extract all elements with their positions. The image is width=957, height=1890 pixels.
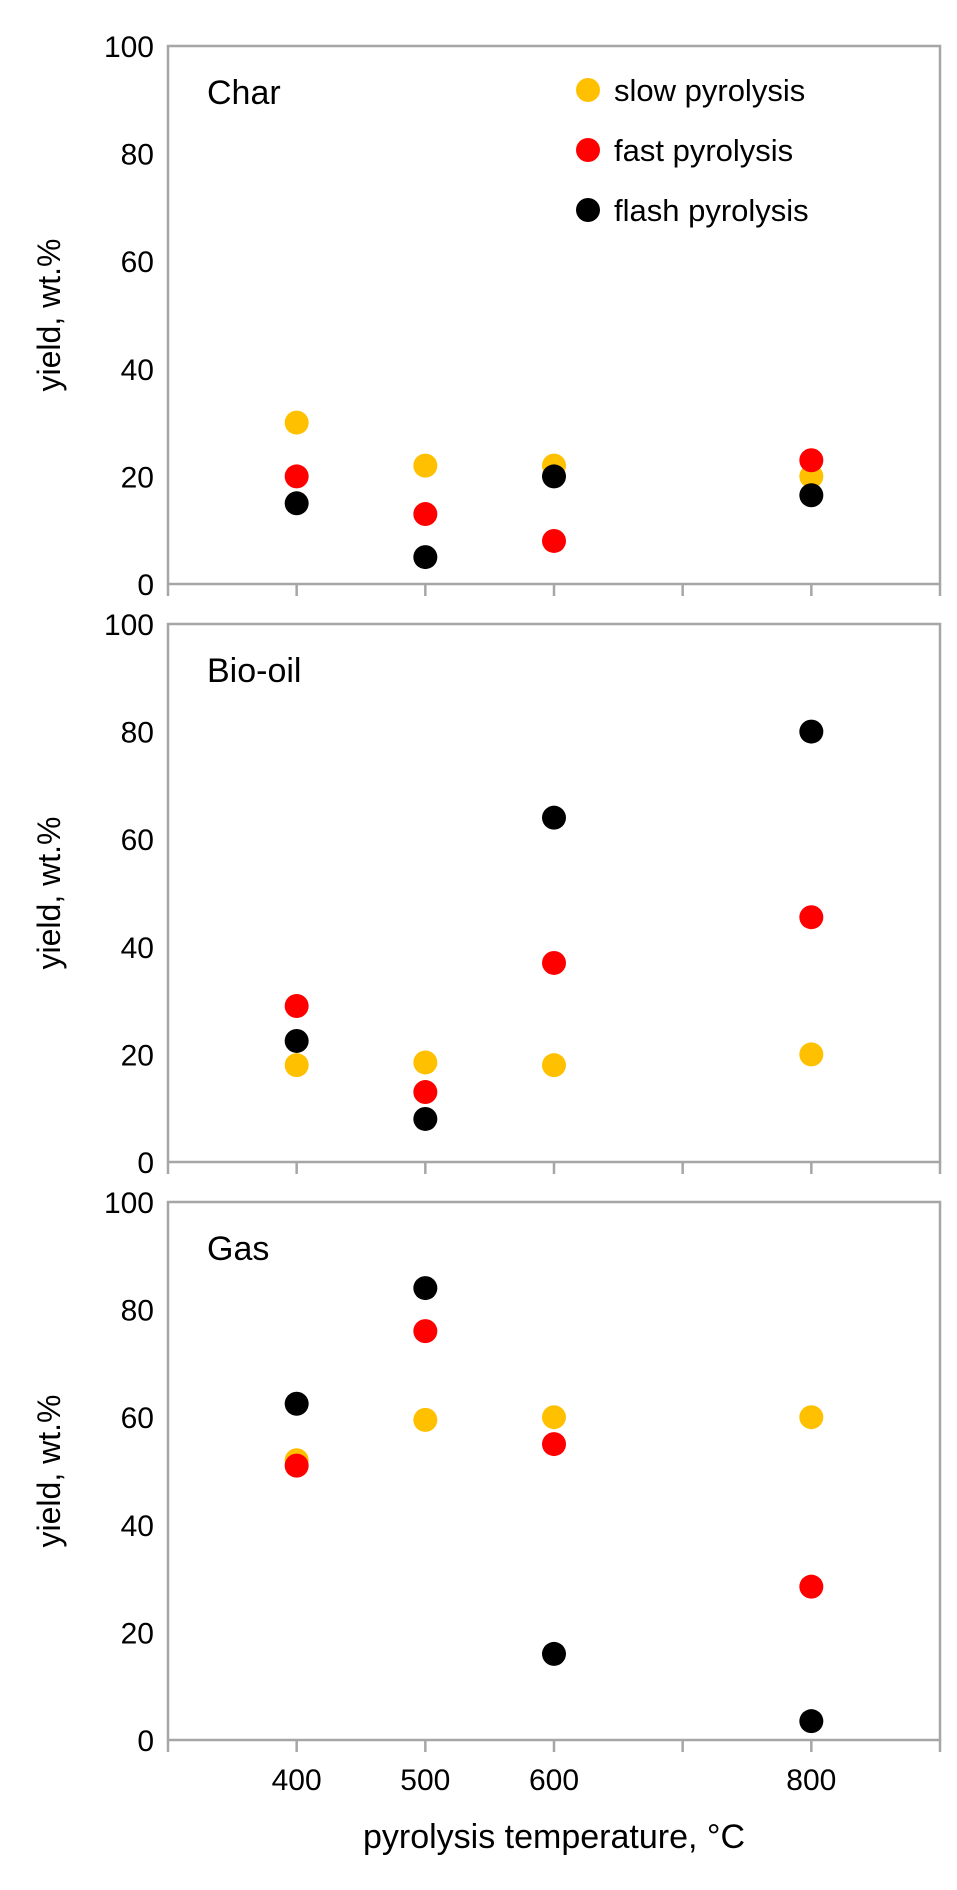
point-bio-oil-fast-pyrolysis-600: [542, 950, 566, 975]
x-tick-label-800: 800: [786, 1764, 836, 1797]
y-tick-label-char-20: 20: [121, 461, 154, 494]
point-char-fast-pyrolysis-600: [542, 528, 566, 553]
point-gas-slow-pyrolysis-600: [542, 1405, 566, 1430]
y-tick-label-bio-oil-60: 60: [121, 824, 154, 857]
point-bio-oil-flash-pyrolysis-600: [542, 805, 566, 830]
point-char-fast-pyrolysis-400: [284, 464, 309, 489]
point-char-flash-pyrolysis-400: [284, 491, 309, 516]
point-gas-flash-pyrolysis-400: [284, 1391, 309, 1416]
panel-frame-char: [166, 44, 942, 586]
x-tick-label-600: 600: [529, 1764, 579, 1797]
point-bio-oil-fast-pyrolysis-500: [413, 1080, 438, 1105]
y-tick-label-gas-100: 100: [104, 1187, 154, 1220]
y-tick-label-gas-40: 40: [121, 1510, 154, 1543]
legend-label-flash-pyrolysis: flash pyrolysis: [614, 193, 809, 228]
point-gas-fast-pyrolysis-500: [413, 1319, 438, 1344]
y-tick-label-bio-oil-100: 100: [104, 609, 154, 642]
panel-title-char: Char: [207, 74, 281, 112]
point-gas-flash-pyrolysis-800: [799, 1709, 824, 1734]
y-tick-label-bio-oil-0: 0: [137, 1147, 154, 1180]
y-tick-label-gas-20: 20: [121, 1617, 154, 1650]
point-gas-fast-pyrolysis-600: [542, 1432, 566, 1457]
panel-title-bio-oil: Bio-oil: [207, 652, 301, 690]
point-bio-oil-slow-pyrolysis-500: [413, 1050, 438, 1075]
y-tick-label-char-0: 0: [137, 569, 154, 602]
x-tick-label-500: 500: [400, 1764, 450, 1797]
point-char-flash-pyrolysis-500: [413, 545, 438, 570]
legend-marker-fast-pyrolysis: [576, 138, 600, 162]
point-gas-slow-pyrolysis-500: [413, 1407, 438, 1432]
y-tick-label-gas-0: 0: [137, 1725, 154, 1758]
point-gas-flash-pyrolysis-500: [413, 1276, 438, 1301]
point-bio-oil-slow-pyrolysis-600: [542, 1053, 566, 1078]
point-char-flash-pyrolysis-800: [799, 483, 824, 508]
panel-frame-bio-oil: [166, 622, 942, 1164]
legend-label-slow-pyrolysis: slow pyrolysis: [614, 73, 805, 108]
y-tick-label-char-60: 60: [121, 246, 154, 279]
point-bio-oil-fast-pyrolysis-800: [799, 905, 824, 930]
y-axis-label-gas: yield, wt.%: [31, 1395, 67, 1548]
y-axis-label-char: yield, wt.%: [31, 239, 67, 392]
x-axis-label: pyrolysis temperature, °C: [363, 1818, 745, 1856]
y-axis-label-bio-oil: yield, wt.%: [31, 817, 67, 970]
point-char-fast-pyrolysis-500: [413, 502, 438, 527]
point-bio-oil-flash-pyrolysis-500: [413, 1106, 438, 1131]
point-bio-oil-slow-pyrolysis-400: [284, 1053, 309, 1078]
point-bio-oil-fast-pyrolysis-400: [284, 993, 309, 1018]
y-tick-label-bio-oil-80: 80: [121, 717, 154, 750]
y-tick-label-char-40: 40: [121, 354, 154, 387]
point-gas-slow-pyrolysis-800: [799, 1405, 824, 1430]
point-gas-fast-pyrolysis-400: [284, 1453, 309, 1478]
point-char-fast-pyrolysis-800: [799, 448, 824, 473]
point-char-slow-pyrolysis-400: [284, 410, 309, 435]
y-tick-label-bio-oil-20: 20: [121, 1039, 154, 1072]
x-tick-label-400: 400: [272, 1764, 322, 1797]
point-char-slow-pyrolysis-500: [413, 453, 438, 478]
point-bio-oil-flash-pyrolysis-800: [799, 719, 824, 744]
y-tick-label-gas-60: 60: [121, 1402, 154, 1435]
y-tick-label-char-80: 80: [121, 139, 154, 172]
legend-marker-slow-pyrolysis: [576, 78, 600, 102]
point-bio-oil-slow-pyrolysis-800: [799, 1042, 824, 1067]
point-gas-flash-pyrolysis-600: [542, 1641, 566, 1666]
legend-marker-flash-pyrolysis: [576, 198, 600, 222]
point-gas-fast-pyrolysis-800: [799, 1574, 824, 1599]
point-bio-oil-flash-pyrolysis-400: [284, 1028, 309, 1053]
y-tick-label-char-100: 100: [104, 31, 154, 64]
point-char-flash-pyrolysis-600: [542, 464, 566, 489]
y-tick-label-bio-oil-40: 40: [121, 932, 154, 965]
y-tick-label-gas-80: 80: [121, 1295, 154, 1328]
panel-title-gas: Gas: [207, 1230, 269, 1268]
legend-label-fast-pyrolysis: fast pyrolysis: [614, 133, 793, 168]
